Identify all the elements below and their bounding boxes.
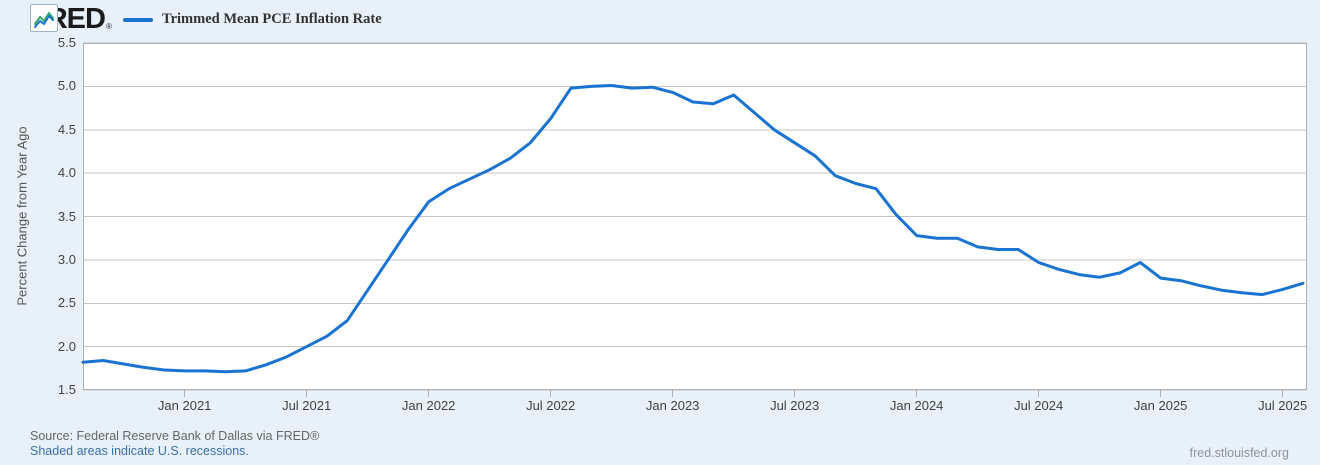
watermark-text: fred.stlouisfed.org bbox=[1189, 446, 1289, 460]
y-axis-label: 5.0 bbox=[57, 78, 76, 94]
registered-mark: ® bbox=[105, 22, 112, 31]
y-axis-label: 1.5 bbox=[57, 382, 76, 397]
legend-series-label[interactable]: Trimmed Mean PCE Inflation Rate bbox=[162, 11, 382, 27]
x-axis-label: Jul 2022 bbox=[526, 398, 576, 413]
fred-sparkline-icon bbox=[30, 4, 58, 32]
series-line[interactable] bbox=[81, 84, 1305, 374]
y-axis-label: 2.5 bbox=[57, 295, 76, 311]
y-axis-label: 4.5 bbox=[57, 121, 76, 137]
y-axis-label: 5.5 bbox=[57, 35, 76, 50]
y-axis-title: Percent Change from Year Ago bbox=[14, 126, 30, 306]
y-axis-label: 4.0 bbox=[57, 165, 76, 181]
plot-border bbox=[83, 43, 1307, 390]
footer: Source: Federal Reserve Bank of Dallas v… bbox=[30, 429, 319, 459]
y-axis-label: 2.0 bbox=[57, 338, 76, 354]
source-text: Source: Federal Reserve Bank of Dallas v… bbox=[30, 429, 320, 443]
x-axis-label: Jan 2021 bbox=[157, 398, 212, 413]
x-axis-label: Jul 2024 bbox=[1014, 398, 1064, 413]
y-axis-label: 3.0 bbox=[57, 251, 76, 267]
recession-note-link[interactable]: Shaded areas indicate U.S. recessions. bbox=[30, 444, 249, 458]
fred-logo[interactable]: FRED ® bbox=[30, 4, 116, 34]
x-axis-label: Jul 2021 bbox=[282, 398, 332, 413]
x-axis-label: Jan 2022 bbox=[401, 398, 456, 413]
x-axis-label: Jan 2025 bbox=[1133, 398, 1188, 413]
y-axis-label: 3.5 bbox=[57, 208, 76, 224]
x-axis-label: Jan 2024 bbox=[889, 398, 944, 413]
x-axis-label: Jul 2023 bbox=[770, 398, 820, 413]
legend: Trimmed Mean PCE Inflation Rate bbox=[123, 11, 382, 28]
x-axis-label: Jan 2023 bbox=[645, 398, 700, 413]
x-axis-label: Jul 2025 bbox=[1258, 398, 1308, 413]
legend-line-swatch bbox=[123, 17, 153, 22]
